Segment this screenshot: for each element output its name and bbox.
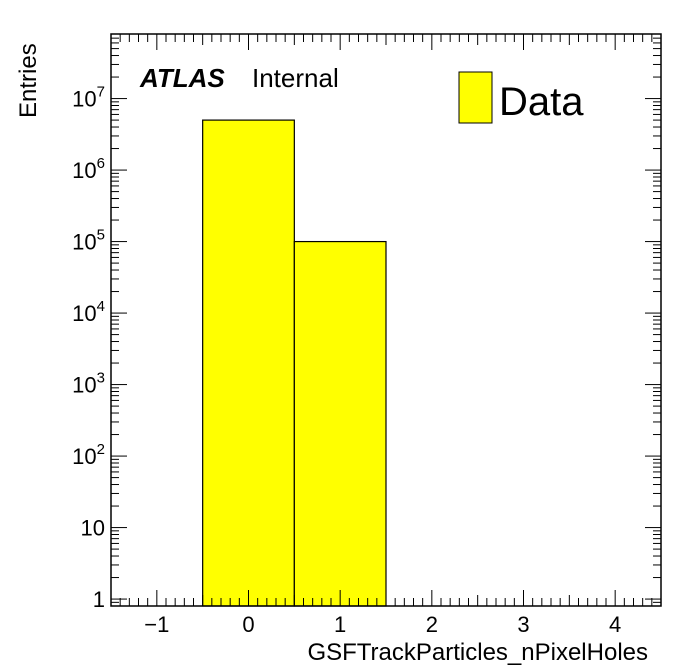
y-tick-label: 1 xyxy=(93,587,105,612)
y-tick-label: 102 xyxy=(72,441,105,469)
histogram-bar xyxy=(293,240,387,607)
legend-label: Data xyxy=(499,80,584,124)
internal-label: Internal xyxy=(252,63,339,93)
y-tick-label: 107 xyxy=(72,84,105,112)
y-tick-base: 10 xyxy=(72,230,96,255)
y-axis-title: Entries xyxy=(15,43,42,118)
y-tick-label: 10 xyxy=(81,516,105,541)
x-axis-title: GSFTrackParticles_nPixelHoles xyxy=(307,639,648,666)
atlas-label: ATLAS xyxy=(139,63,225,93)
x-tick-label: 4 xyxy=(609,612,621,637)
y-tick-exponent: 3 xyxy=(97,370,105,387)
histogram-bars xyxy=(202,119,387,607)
y-tick-label: 104 xyxy=(72,298,105,326)
x-tick-label: 3 xyxy=(517,612,529,637)
y-tick-exponent: 6 xyxy=(97,155,105,172)
y-tick-exponent: 7 xyxy=(97,84,105,101)
y-tick-base: 10 xyxy=(81,516,105,541)
y-tick-exponent: 5 xyxy=(97,227,105,244)
y-tick-base: 10 xyxy=(72,301,96,326)
y-tick-label: 105 xyxy=(72,227,105,255)
y-tick-label: 106 xyxy=(72,155,105,183)
y-tick-base: 10 xyxy=(72,444,96,469)
legend-swatch xyxy=(458,71,493,124)
x-tick-label: 1 xyxy=(334,612,346,637)
x-tick-label: −1 xyxy=(144,612,169,637)
histogram-bar xyxy=(202,119,295,607)
y-tick-exponent: 4 xyxy=(97,298,105,315)
y-tick-base: 1 xyxy=(93,587,105,612)
x-tick-labels: −1 0 1 2 3 4 xyxy=(144,612,621,637)
y-tick-exponent: 2 xyxy=(97,441,105,458)
y-tick-base: 10 xyxy=(72,373,96,398)
x-tick-label: 0 xyxy=(242,612,254,637)
plot-frame xyxy=(110,33,662,607)
y-tick-base: 10 xyxy=(72,87,96,112)
y-tick-label: 103 xyxy=(72,370,105,398)
x-tick-label: 2 xyxy=(426,612,438,637)
y-tick-base: 10 xyxy=(72,158,96,183)
